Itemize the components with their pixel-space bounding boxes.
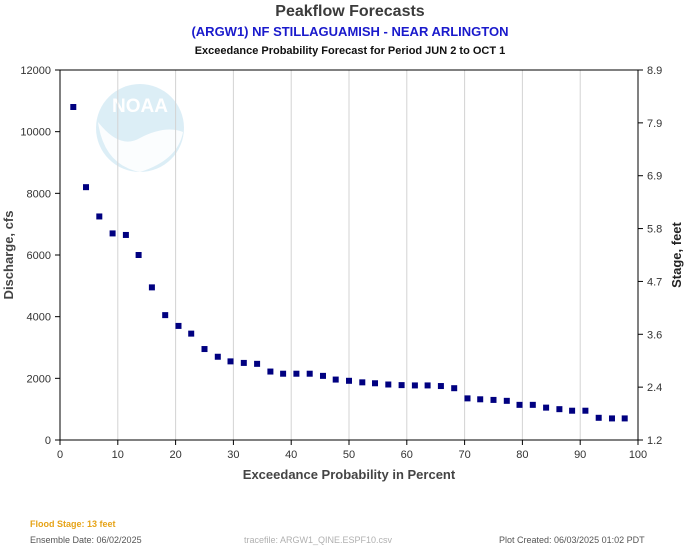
data-point bbox=[96, 213, 103, 220]
ensemble-date: Ensemble Date: 06/02/2025 bbox=[30, 535, 142, 545]
y-tick-label: 10000 bbox=[20, 127, 51, 139]
noaa-logo-text: NOAA bbox=[112, 96, 168, 117]
data-point bbox=[569, 407, 576, 414]
x-tick-label: 80 bbox=[516, 449, 528, 461]
data-point bbox=[306, 370, 313, 377]
data-point bbox=[135, 252, 142, 258]
data-point bbox=[372, 380, 379, 387]
data-point bbox=[70, 104, 77, 110]
data-point bbox=[621, 415, 628, 422]
x-axis-label: Exceedance Probability in Percent bbox=[243, 467, 456, 482]
data-point bbox=[451, 385, 458, 392]
data-point bbox=[385, 381, 392, 388]
data-point bbox=[503, 397, 510, 404]
data-point bbox=[516, 401, 523, 408]
y2-tick-label: 8.9 bbox=[647, 65, 662, 77]
data-point bbox=[227, 358, 234, 365]
data-points bbox=[70, 104, 628, 422]
x-tick-label: 0 bbox=[57, 449, 63, 461]
x-tick-label: 70 bbox=[458, 449, 470, 461]
data-point bbox=[319, 372, 326, 379]
y-tick-label: 4000 bbox=[27, 312, 51, 324]
y-tick-label: 2000 bbox=[27, 373, 51, 385]
data-point bbox=[280, 370, 287, 377]
data-point bbox=[529, 401, 536, 408]
x-tick-label: 50 bbox=[343, 449, 355, 461]
data-point bbox=[437, 383, 444, 390]
data-point bbox=[398, 382, 405, 389]
station-subtitle: (ARGW1) NF STILLAGUAMISH - NEAR ARLINGTO… bbox=[191, 24, 509, 39]
noaa-logo-watermark: NOAA bbox=[96, 84, 184, 172]
data-point bbox=[201, 346, 208, 353]
data-point bbox=[359, 379, 366, 386]
data-point bbox=[162, 312, 169, 319]
x-tick-label: 60 bbox=[401, 449, 413, 461]
data-point bbox=[490, 396, 497, 403]
data-point bbox=[608, 415, 615, 422]
data-point bbox=[424, 382, 431, 389]
data-point bbox=[188, 330, 195, 337]
data-point bbox=[346, 377, 352, 384]
data-point bbox=[543, 404, 550, 411]
x-tick-label: 20 bbox=[169, 449, 181, 461]
y2-tick-label: 2.4 bbox=[647, 382, 662, 394]
data-point bbox=[83, 184, 90, 191]
y2-tick-label: 7.9 bbox=[647, 118, 662, 130]
chart-title: Peakflow Forecasts bbox=[275, 3, 425, 20]
y2-tick-label: 4.7 bbox=[647, 276, 662, 288]
data-point bbox=[175, 322, 182, 329]
data-point bbox=[332, 376, 339, 383]
flood-stage-note: Flood Stage: 13 feet bbox=[30, 519, 116, 529]
y-tick-label: 0 bbox=[45, 435, 51, 447]
y2-tick-label: 1.2 bbox=[647, 435, 662, 447]
forecast-period: Exceedance Probability Forecast for Peri… bbox=[194, 45, 506, 57]
x-tick-label: 100 bbox=[629, 449, 647, 461]
x-tick-label: 90 bbox=[574, 449, 586, 461]
vertical-gridlines bbox=[117, 70, 581, 440]
x-tick-label: 30 bbox=[227, 449, 239, 461]
y2-axis-label: Stage, feet bbox=[669, 221, 684, 287]
y-tick-label: 8000 bbox=[27, 188, 51, 200]
data-point bbox=[293, 370, 300, 377]
data-point bbox=[477, 396, 484, 403]
data-point bbox=[240, 359, 247, 366]
y-tick-label: 6000 bbox=[27, 250, 51, 262]
data-point bbox=[109, 230, 116, 237]
plot-created: Plot Created: 06/03/2025 01:02 PDT bbox=[499, 535, 645, 545]
y2-tick-label: 5.8 bbox=[647, 224, 662, 236]
data-point bbox=[254, 360, 261, 367]
data-point bbox=[148, 284, 155, 291]
y2-tick-label: 6.9 bbox=[647, 171, 662, 183]
data-point bbox=[556, 406, 563, 413]
data-point bbox=[122, 231, 129, 238]
data-point bbox=[411, 382, 418, 389]
y2-tick-label: 3.6 bbox=[647, 329, 662, 341]
data-point bbox=[464, 395, 471, 402]
axes: 0 10 20 30 40 50 60 70 80 90 100 0 2000 4000 6000 8000 1… bbox=[20, 65, 662, 461]
data-point bbox=[267, 368, 274, 375]
tracefile-name: tracefile: ARGW1_QINE.ESPF10.csv bbox=[244, 535, 393, 545]
data-point bbox=[214, 353, 221, 360]
x-tick-label: 10 bbox=[112, 449, 124, 461]
y-tick-label: 12000 bbox=[20, 65, 51, 77]
data-point bbox=[595, 414, 602, 421]
data-point bbox=[582, 407, 589, 414]
x-tick-label: 40 bbox=[285, 449, 297, 461]
y-axis-label: Discharge, cfs bbox=[1, 211, 16, 300]
